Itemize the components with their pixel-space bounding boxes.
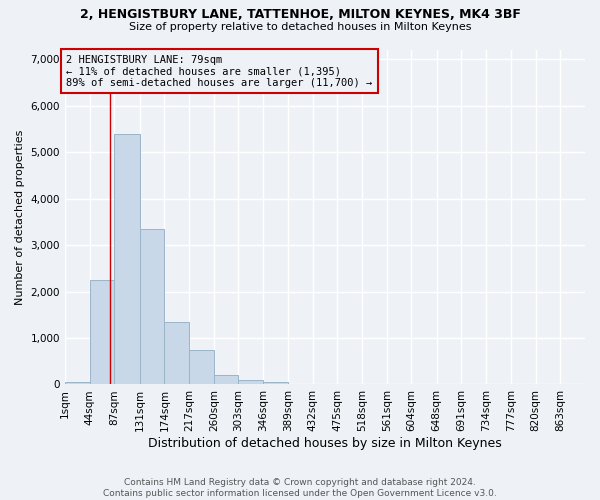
Text: 2, HENGISTBURY LANE, TATTENHOE, MILTON KEYNES, MK4 3BF: 2, HENGISTBURY LANE, TATTENHOE, MILTON K…	[80, 8, 520, 20]
Bar	[238, 380, 263, 384]
Bar	[89, 280, 115, 384]
Text: Size of property relative to detached houses in Milton Keynes: Size of property relative to detached ho…	[129, 22, 471, 32]
Bar	[189, 350, 214, 384]
Text: Contains HM Land Registry data © Crown copyright and database right 2024.
Contai: Contains HM Land Registry data © Crown c…	[103, 478, 497, 498]
X-axis label: Distribution of detached houses by size in Milton Keynes: Distribution of detached houses by size …	[148, 437, 502, 450]
Bar	[65, 382, 89, 384]
Bar	[140, 229, 164, 384]
Bar	[214, 375, 238, 384]
Bar	[263, 382, 288, 384]
Bar	[164, 322, 189, 384]
Y-axis label: Number of detached properties: Number of detached properties	[15, 130, 25, 305]
Bar	[115, 134, 140, 384]
Text: 2 HENGISTBURY LANE: 79sqm
← 11% of detached houses are smaller (1,395)
89% of se: 2 HENGISTBURY LANE: 79sqm ← 11% of detac…	[66, 54, 373, 88]
